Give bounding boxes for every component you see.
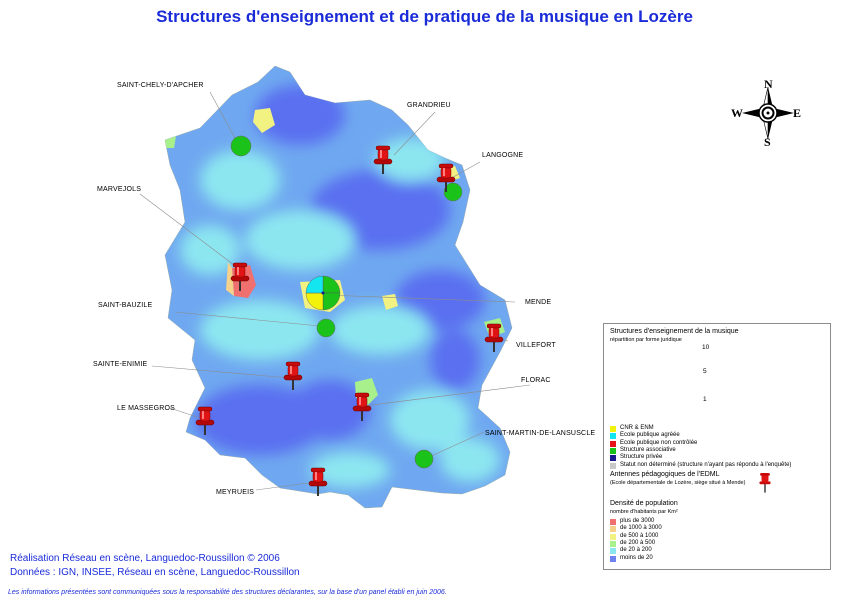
- town-label-saint-martin: SAINT-MARTIN-DE-LANSUSCLE: [485, 430, 596, 437]
- mende-pie-chart: [305, 275, 341, 311]
- town-label-saint-bauzile: SAINT-BAUZILE: [98, 302, 153, 309]
- legend-density-label: plus de 3000: [620, 518, 655, 524]
- legend-density-swatch: [610, 555, 616, 562]
- legend-pushpin-icon: [759, 473, 771, 493]
- legend-density-title: Densité de population: [610, 500, 678, 507]
- town-label-mende: MENDE: [525, 299, 552, 306]
- leader-lines: [139, 91, 531, 491]
- legend-density-label: moins de 20: [620, 554, 653, 561]
- pushpin-icon-langogne: [436, 163, 456, 192]
- pushpin-icon-le-massegros: [195, 406, 215, 435]
- density-patches: [180, 85, 500, 488]
- town-label-langogne: LANGOGNE: [482, 152, 524, 159]
- legend-density-label: de 200 à 500: [620, 539, 656, 546]
- town-label-saint-chely: SAINT-CHELY-D'APCHER: [117, 82, 204, 89]
- saint-bauzile-structure-symbol: [316, 318, 336, 338]
- town-label-villefort: VILLEFORT: [516, 342, 556, 349]
- compass-rose: [742, 86, 794, 140]
- legend-density-swatch: [610, 526, 616, 533]
- saint-martin-structure-symbol: [414, 449, 434, 469]
- legend-category-swatch: [610, 426, 616, 432]
- credits-line-2: Données : IGN, INSEE, Réseau en scène, L…: [10, 567, 300, 578]
- town-label-florac: FLORAC: [521, 377, 551, 384]
- compass-west: W: [731, 106, 743, 120]
- legend-category-swatch: [610, 455, 616, 462]
- town-label-meyrueis: MEYRUEIS: [216, 489, 255, 496]
- pushpin-icon-marvejols: [230, 262, 250, 291]
- map-title: Structures d'enseignement et de pratique…: [156, 7, 693, 26]
- edml-antennas: [195, 145, 504, 496]
- town-label-sainte-enimie: SAINTE-ENIMIE: [93, 361, 148, 368]
- map-legend: Structures d'enseignement de la musique …: [603, 323, 831, 570]
- legend-scale-5: 5: [703, 368, 707, 375]
- legend-category-label: Structure privée: [620, 454, 663, 461]
- town-label-le-massegros: LE MASSEGROS: [117, 405, 176, 412]
- legend-structures-subtitle: répartition par forme juridique: [610, 337, 682, 343]
- town-label-grandrieu: GRANDRIEU: [407, 102, 451, 109]
- legend-antennes-title: Antennes pédagogiques de l'EDML: [610, 471, 720, 478]
- legend-density-swatch: [610, 519, 616, 525]
- pushpin-icon-meyrueis: [308, 467, 328, 496]
- langogne-structure-symbol: [443, 182, 463, 202]
- legend-category-swatch: [610, 440, 616, 447]
- legend-density-swatch: [610, 540, 616, 547]
- legend-density-swatch: [610, 548, 616, 555]
- saint-chely-structure-symbol: [230, 135, 252, 157]
- legend-density-label: de 20 à 200: [620, 547, 652, 554]
- legend-density-label: de 500 à 1000: [620, 532, 659, 539]
- pushpin-icon-villefort: [484, 323, 504, 352]
- legend-antennes-subtitle: (Ecole départementale de Lozère, siège s…: [610, 480, 746, 486]
- legend-category-swatch: [610, 462, 616, 469]
- legend-density-swatch: [610, 533, 616, 540]
- legend-scale-1: 1: [703, 396, 707, 403]
- legend-density-subtitle: nombre d'habitants par Km²: [610, 509, 678, 515]
- legend-category-label: CNR & ENM: [620, 425, 654, 431]
- legend-category-swatch: [610, 447, 616, 454]
- legend-scale-10: 10: [702, 344, 710, 351]
- town-label-marvejols: MARVEJOLS: [97, 186, 142, 193]
- compass-south: S: [764, 135, 771, 149]
- disclaimer-note: Les informations présentées sont communi…: [8, 589, 447, 596]
- pushpin-icon-sainte-enimie: [283, 361, 303, 390]
- pushpin-icon-florac: [352, 392, 372, 421]
- legend-category-label: Structure associative: [620, 446, 676, 453]
- credits-line-1: Réalisation Réseau en scène, Languedoc-R…: [10, 553, 280, 564]
- compass-east: E: [793, 106, 802, 120]
- legend-category-label: Statut non déterminé (structure n'ayant …: [620, 461, 792, 468]
- pushpin-icon-grandrieu: [373, 145, 393, 174]
- legend-structures-title: Structures d'enseignement de la musique: [610, 328, 739, 335]
- legend-category-label: Ecole publique non contrôlée: [620, 439, 698, 446]
- legend-category-swatch: [610, 433, 616, 440]
- legend-category-label: Ecole publique agréée: [620, 432, 680, 439]
- compass-north: N: [764, 77, 773, 91]
- legend-density-label: de 1000 à 3000: [620, 525, 662, 532]
